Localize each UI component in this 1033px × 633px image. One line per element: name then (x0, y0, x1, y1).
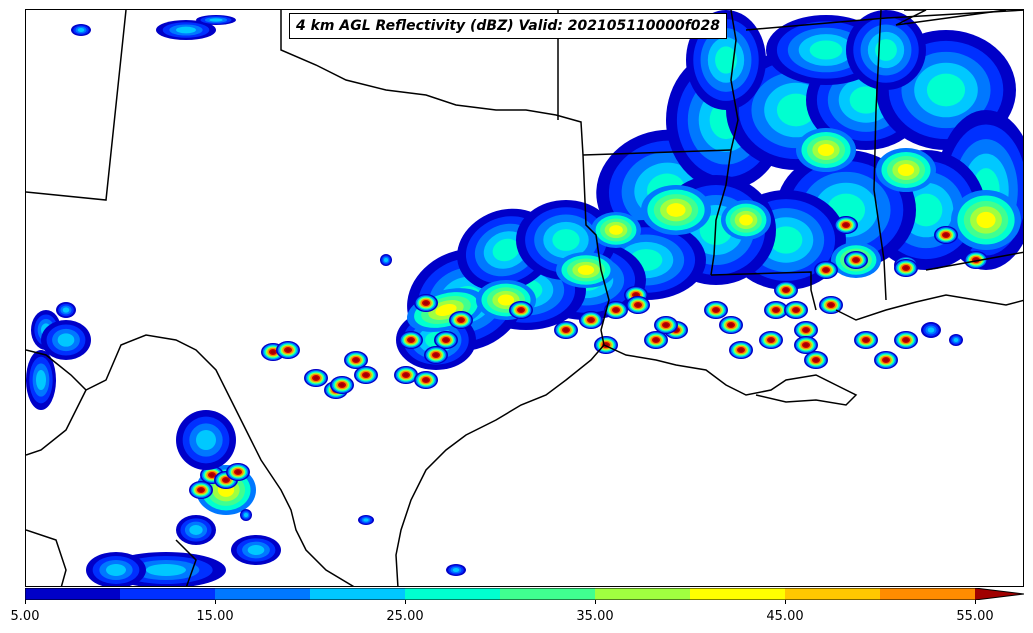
echo-cell (664, 321, 688, 339)
map-panel (25, 9, 1024, 587)
echo-cell (796, 128, 856, 172)
colorbar-segment (785, 588, 881, 600)
colorbar-segment (120, 588, 216, 600)
tick-mark-15 (215, 600, 216, 604)
tick-label-35: 35.00 (576, 609, 614, 624)
echo-cell (434, 331, 458, 349)
echo-cell (56, 302, 76, 318)
echo-cell (424, 346, 448, 364)
echo-cell (874, 351, 898, 369)
echo-cell (276, 341, 300, 359)
colorbar-outline (25, 588, 1024, 600)
echo-cell (240, 509, 252, 521)
echo-cell (654, 316, 678, 334)
echo-cell (784, 301, 808, 319)
echo-cell (721, 200, 771, 240)
echo-cell (894, 259, 918, 277)
tick-label-55: 55.00 (956, 609, 994, 624)
echo-cell (934, 226, 958, 244)
echo-cell (846, 10, 926, 90)
echo-cell (774, 281, 798, 299)
echo-cell (414, 371, 438, 389)
echo-cell (704, 301, 728, 319)
colorbar-segment (215, 588, 311, 600)
echo-cell (196, 15, 236, 25)
echo-cell (414, 294, 438, 312)
colorbar-segment (405, 588, 501, 600)
echo-cell (794, 321, 818, 339)
tick-mark-45 (785, 600, 786, 604)
echo-cell (86, 552, 146, 586)
colorbar-segment (500, 588, 596, 600)
tick-mark-35 (595, 600, 596, 604)
echo-cell (921, 322, 941, 338)
echo-cell (231, 535, 281, 565)
echo-cell (176, 410, 236, 470)
echo-cell (226, 463, 250, 481)
echo-cell (834, 216, 858, 234)
echo-cell (394, 366, 418, 384)
echo-cell (399, 331, 423, 349)
echo-cell (814, 261, 838, 279)
echo-cell (71, 24, 91, 36)
echo-cell (794, 336, 818, 354)
echo-cell (819, 296, 843, 314)
echo-cell (380, 254, 392, 266)
echo-cell (26, 350, 56, 410)
echo-cell (604, 301, 628, 319)
reflectivity-field (26, 10, 1023, 586)
echo-cell (344, 351, 368, 369)
echo-cell (556, 252, 616, 288)
map-title: 4 km AGL Reflectivity (dBZ) Valid: 20210… (289, 13, 728, 39)
echo-cell (446, 564, 466, 576)
echo-cell (949, 334, 963, 346)
echo-cell (644, 331, 668, 349)
tick-label-5: 5.00 (10, 609, 40, 624)
colorbar (25, 588, 1024, 600)
tick-label-25: 25.00 (386, 609, 424, 624)
state-boundaries (26, 10, 1023, 586)
echo-cell (844, 251, 868, 269)
echo-cell (876, 148, 936, 192)
echo-cell (358, 515, 374, 525)
echo-cell (894, 331, 918, 349)
colorbar-segment (595, 588, 691, 600)
echo-cell (626, 296, 650, 314)
echo-cell (554, 321, 578, 339)
echo-cell (156, 20, 216, 40)
echo-cell (189, 481, 213, 499)
tick-label-45: 45.00 (766, 609, 804, 624)
echo-cell (729, 341, 753, 359)
echo-cell (854, 331, 878, 349)
tick-label-15: 15.00 (196, 609, 234, 624)
colorbar-segment (880, 588, 976, 600)
echo-cell (641, 185, 711, 235)
echo-cell (330, 376, 354, 394)
echo-cell (964, 251, 988, 269)
tick-mark-5 (25, 600, 26, 604)
echo-cell (354, 366, 378, 384)
echo-cell (759, 331, 783, 349)
echo-cell (579, 311, 603, 329)
reflectivity-map (26, 10, 1023, 586)
echo-cell (804, 351, 828, 369)
echo-cell (764, 301, 788, 319)
echo-cell (951, 190, 1021, 250)
colorbar-segment (310, 588, 406, 600)
colorbar-segment (25, 588, 121, 600)
colorbar-segment (690, 588, 786, 600)
echo-cell (41, 320, 91, 360)
echo-cell (719, 316, 743, 334)
echo-cell (304, 369, 328, 387)
tick-mark-25 (405, 600, 406, 604)
colorbar-extend-arrow (975, 588, 1024, 600)
tick-mark-55 (975, 600, 976, 604)
echo-cell (509, 301, 533, 319)
echo-cell (591, 212, 641, 248)
echo-cell (449, 311, 473, 329)
echo-cell (176, 515, 216, 545)
